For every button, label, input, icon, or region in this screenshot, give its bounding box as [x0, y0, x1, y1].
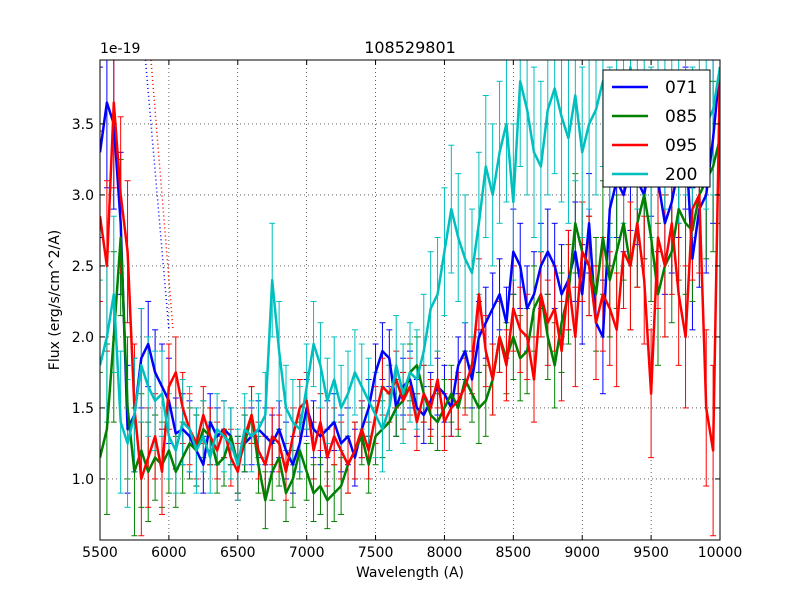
x-tick-label: 8000: [427, 545, 463, 561]
x-tick-label: 9000: [564, 545, 600, 561]
legend-label-085: 085: [665, 107, 697, 127]
series-line-095: [100, 67, 720, 481]
x-tick-label: 6000: [151, 545, 187, 561]
x-tick-label: 8500: [496, 545, 532, 561]
y-tick-label: 2.5: [72, 259, 94, 275]
x-tick-label: 7000: [289, 545, 325, 561]
x-tick-label: 5500: [82, 545, 118, 561]
y-offset-label: 1e-19: [100, 41, 140, 57]
y-tick-label: 3.0: [72, 188, 94, 204]
y-tick-label: 3.5: [72, 117, 94, 133]
x-tick-label: 7500: [358, 545, 394, 561]
legend-label-095: 095: [665, 136, 697, 156]
y-tick-label: 1.0: [72, 472, 94, 488]
ticks: 5500 6000 6500 7000 7500 8000 8500 9000 9500 1000…: [72, 60, 743, 561]
y-axis-title: Flux (erg/s/cm^2/A): [47, 230, 63, 370]
x-tick-label: 9500: [633, 545, 669, 561]
chart-title: 108529801: [364, 38, 456, 57]
legend-label-071: 071: [665, 78, 697, 98]
y-tick-label: 1.5: [72, 401, 94, 417]
legend-box: [602, 69, 711, 188]
x-tick-label: 6500: [220, 545, 256, 561]
legend: 071 085 095 200: [602, 69, 711, 188]
legend-label-200: 200: [665, 165, 697, 185]
plot-frame: [99, 59, 721, 541]
y-tick-label: 2.0: [72, 330, 94, 346]
x-axis-title: Wavelength (A): [356, 565, 464, 581]
x-tick-label: 10000: [698, 545, 743, 561]
